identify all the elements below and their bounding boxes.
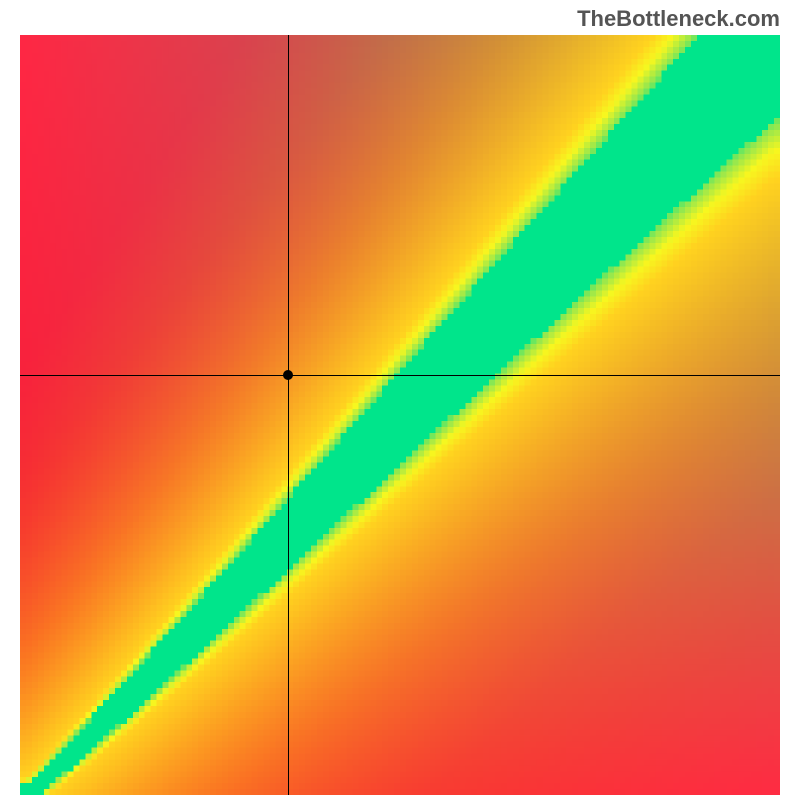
crosshair-horizontal: [20, 375, 780, 376]
chart-container: TheBottleneck.com: [0, 0, 800, 800]
plot-area: [20, 35, 780, 795]
bottleneck-heatmap: [20, 35, 780, 795]
attribution-text: TheBottleneck.com: [577, 6, 780, 32]
crosshair-vertical: [288, 35, 289, 795]
selected-config-marker: [283, 370, 293, 380]
